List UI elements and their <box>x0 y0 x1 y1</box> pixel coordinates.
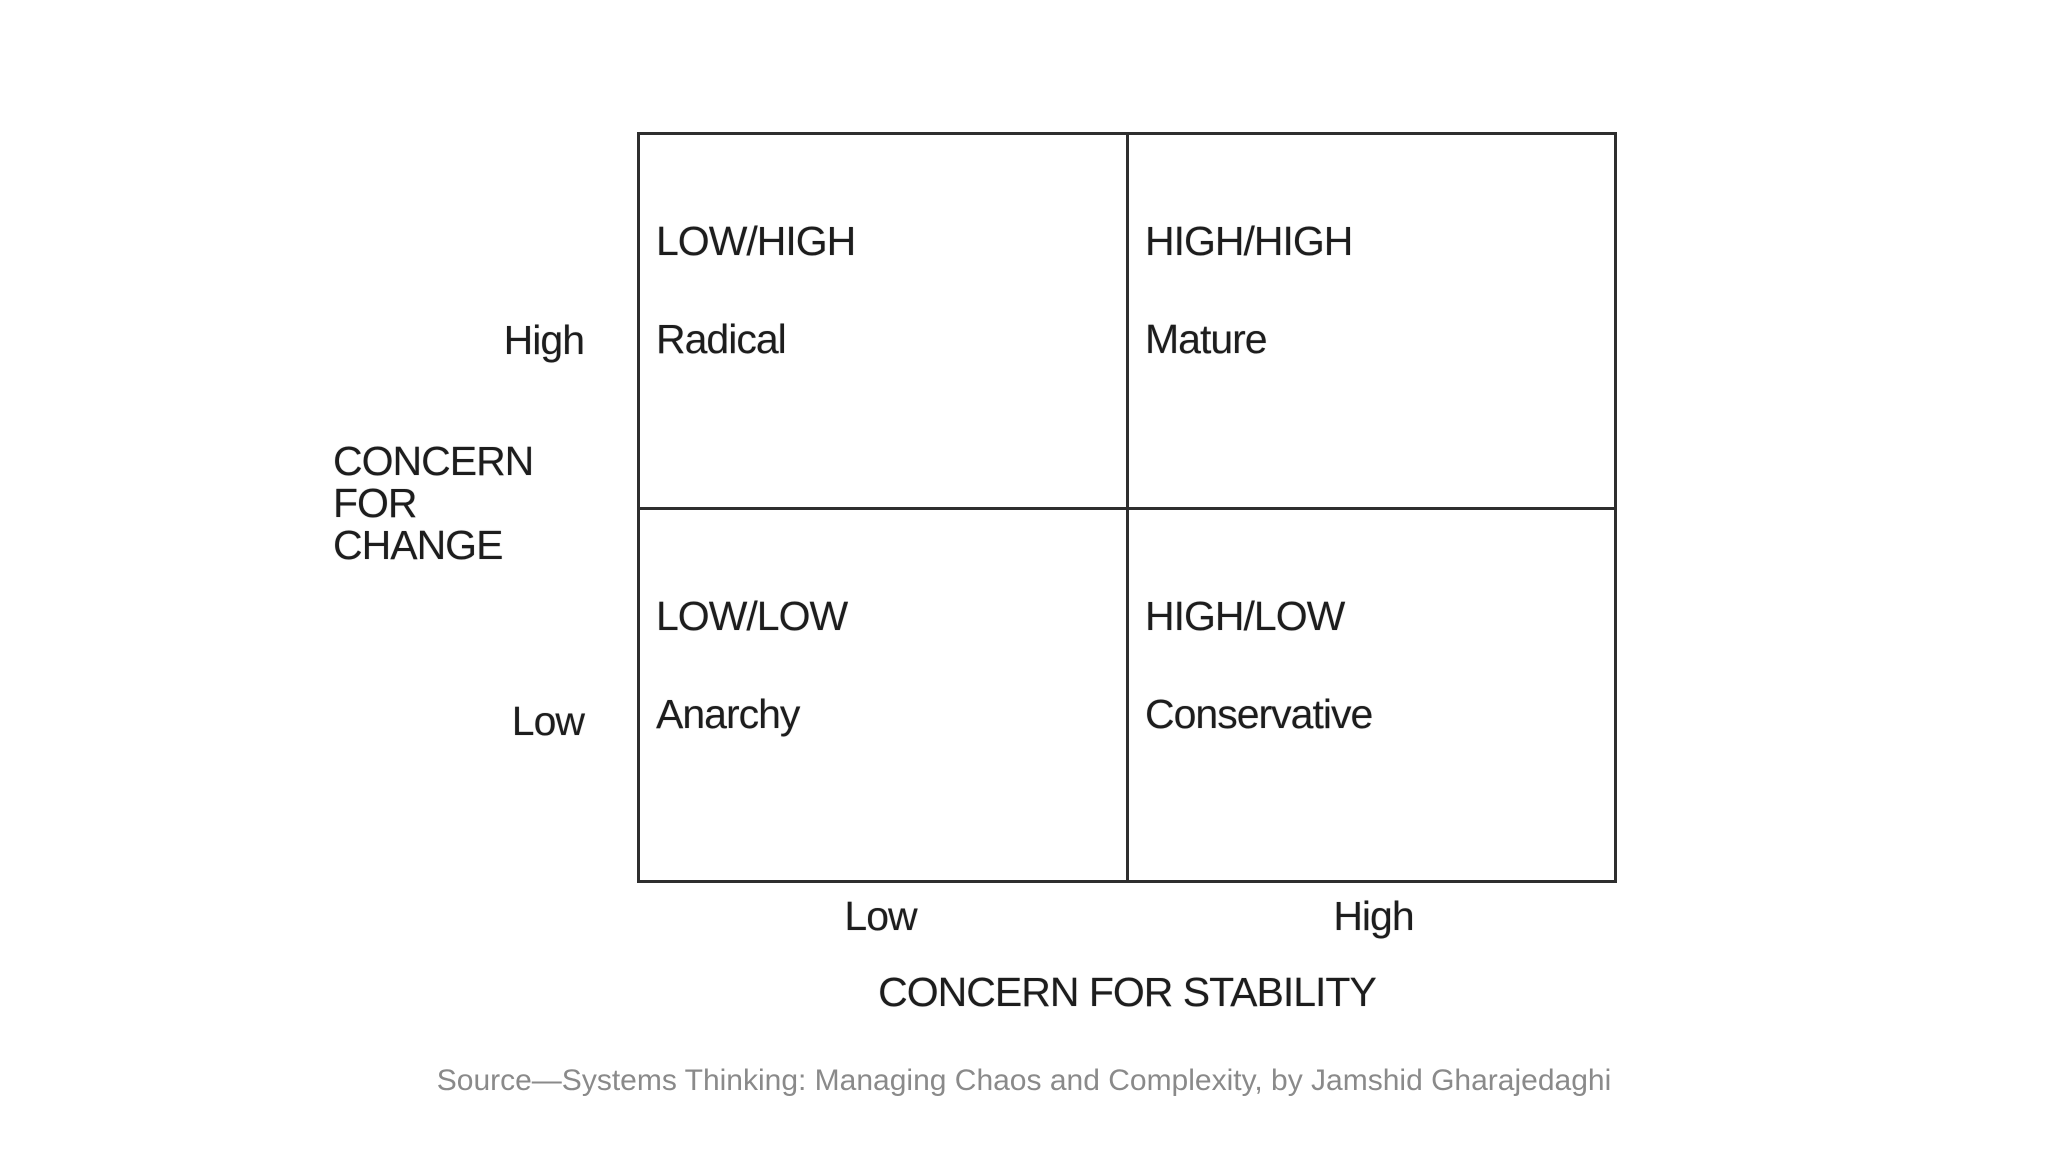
quadrant-name-label: Radical <box>656 316 787 362</box>
matrix-grid: LOW/HIGH Radical HIGH/HIGH Mature LOW/LO… <box>637 132 1617 883</box>
y-axis-high-tick-label: High <box>503 317 585 363</box>
quadrant-conservative: HIGH/LOW Conservative <box>1129 510 1614 880</box>
quadrant-level-label: LOW/LOW <box>656 593 848 639</box>
y-axis-title: CONCERN FOR CHANGE <box>333 438 534 568</box>
y-axis-title-line-3: CHANGE <box>333 521 503 568</box>
y-axis-title-line-2: FOR <box>333 479 418 526</box>
quadrant-level-label: HIGH/HIGH <box>1145 218 1353 264</box>
horizontal-divider-line <box>640 507 1614 510</box>
quadrant-anarchy: LOW/LOW Anarchy <box>640 510 1126 880</box>
y-axis-low-tick-label: Low <box>511 698 585 744</box>
x-axis-high-tick-label: High <box>1333 893 1414 939</box>
quadrant-radical: LOW/HIGH Radical <box>640 135 1126 507</box>
quadrant-mature: HIGH/HIGH Mature <box>1129 135 1614 507</box>
quadrant-level-label: HIGH/LOW <box>1145 593 1345 639</box>
quadrant-level-label: LOW/HIGH <box>656 218 856 264</box>
x-axis-title: CONCERN FOR STABILITY <box>878 969 1377 1015</box>
source-citation: Source—Systems Thinking: Managing Chaos … <box>436 1064 1612 1097</box>
quadrant-name-label: Mature <box>1145 316 1268 362</box>
x-axis-low-tick-label: Low <box>844 893 917 939</box>
y-axis-title-line-1: CONCERN <box>333 438 534 484</box>
quadrant-name-label: Anarchy <box>656 691 800 737</box>
quadrant-name-label: Conservative <box>1145 691 1373 737</box>
